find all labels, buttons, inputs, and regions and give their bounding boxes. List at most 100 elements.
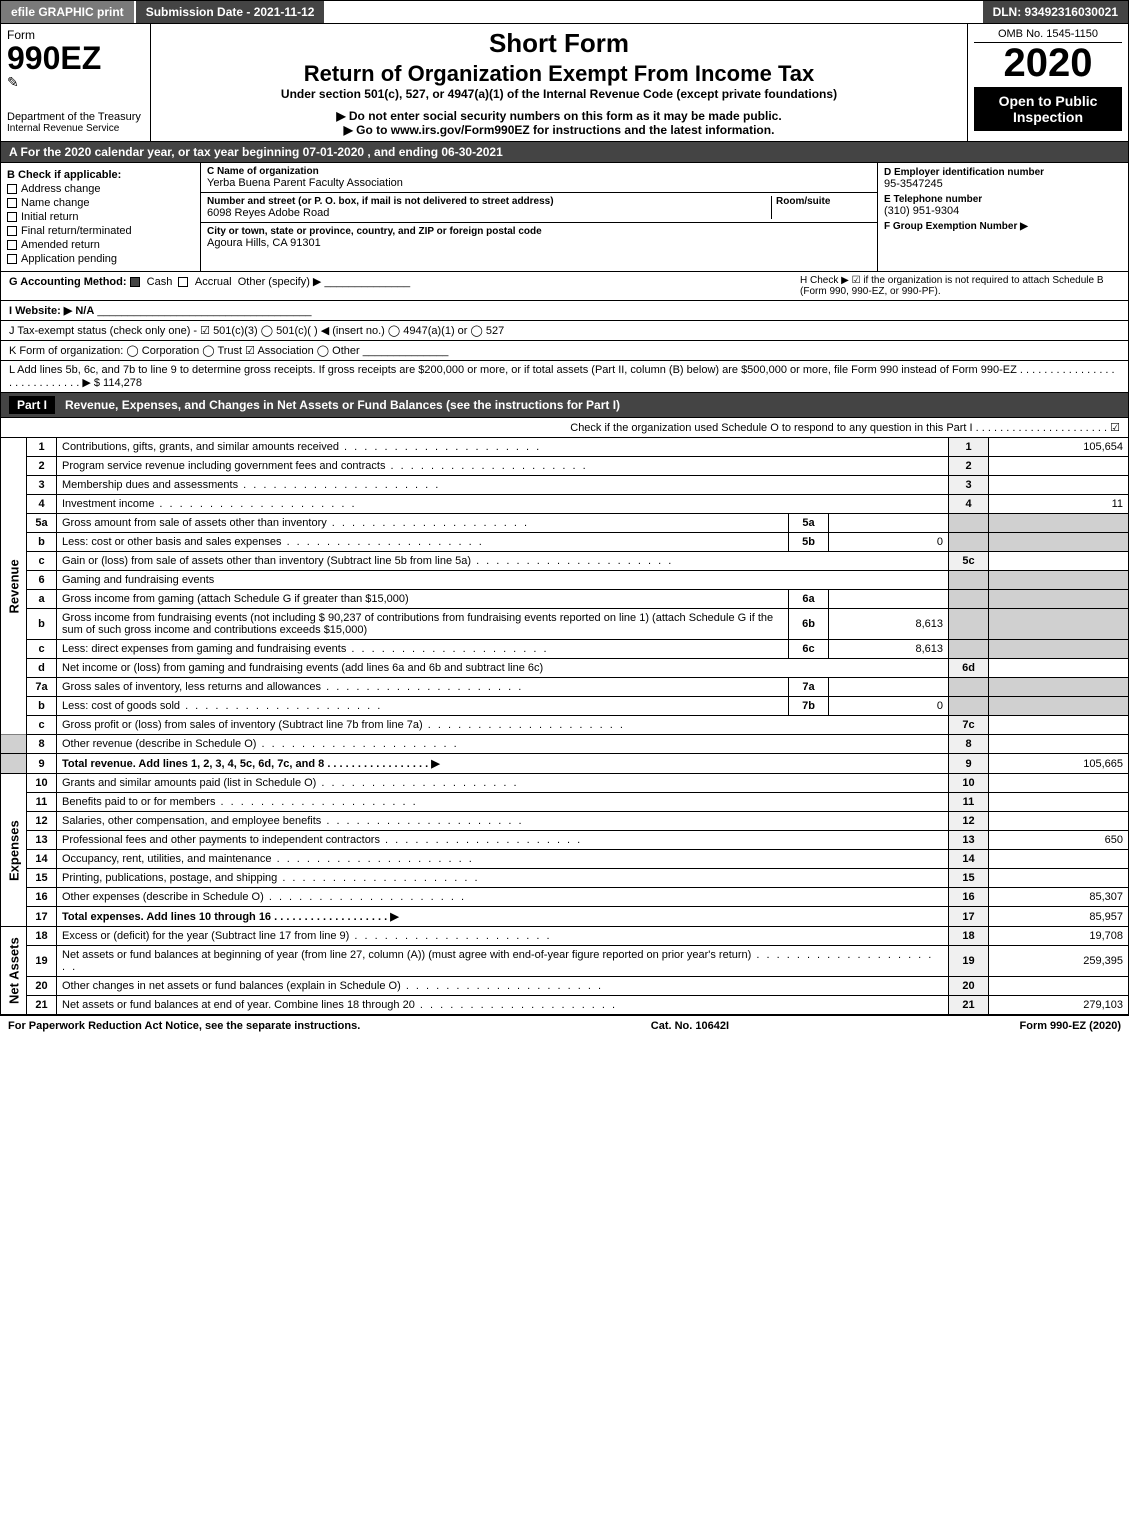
line-6b-desc: Gross income from fundraising events (no… [57, 609, 789, 640]
line-2-num: 2 [27, 457, 57, 476]
d-label: D Employer identification number [884, 167, 1122, 178]
line-6-greybox [949, 571, 989, 590]
line-2-amt [989, 457, 1129, 476]
opt-final-return[interactable]: Final return/terminated [7, 225, 194, 237]
line-6a-sv [829, 590, 949, 609]
line-7c-amt [989, 716, 1129, 735]
line-6b-greybox [949, 609, 989, 640]
i-website: I Website: ▶ N/A _______________________… [0, 301, 1129, 321]
g-h-line: G Accounting Method: Cash Accrual Other … [0, 272, 1129, 301]
line-15-desc: Printing, publications, postage, and shi… [57, 869, 949, 888]
line-14-amt [989, 850, 1129, 869]
line-3-desc: Membership dues and assessments [57, 476, 949, 495]
line-7b-desc: Less: cost of goods sold [57, 697, 789, 716]
line-10-desc: Grants and similar amounts paid (list in… [57, 774, 949, 793]
dept-label: Department of the Treasury [7, 111, 144, 123]
line-6c-num: c [27, 640, 57, 659]
line-20-num: 20 [27, 977, 57, 996]
line-4-desc: Investment income [57, 495, 949, 514]
line-1-desc: Contributions, gifts, grants, and simila… [57, 438, 949, 457]
k-form-org: K Form of organization: ◯ Corporation ◯ … [0, 341, 1129, 361]
opt-amended-return[interactable]: Amended return [7, 239, 194, 251]
line-12-num: 12 [27, 812, 57, 831]
netassets-side-label: Net Assets [1, 927, 27, 1015]
line-15-box: 15 [949, 869, 989, 888]
footer-center: Cat. No. 10642I [651, 1020, 729, 1032]
goto-link[interactable]: ▶ Go to www.irs.gov/Form990EZ for instru… [161, 123, 957, 137]
line-7b-num: b [27, 697, 57, 716]
line-5c-num: c [27, 552, 57, 571]
line-6c-sv: 8,613 [829, 640, 949, 659]
line-7b-sv: 0 [829, 697, 949, 716]
cash-checkbox[interactable] [130, 277, 140, 287]
submission-date-button[interactable]: Submission Date - 2021-11-12 [136, 1, 327, 23]
line-6a-desc: Gross income from gaming (attach Schedul… [57, 590, 789, 609]
line-5b-sv: 0 [829, 533, 949, 552]
line-1-box: 1 [949, 438, 989, 457]
org-city: Agoura Hills, CA 91301 [207, 237, 871, 249]
line-4-amt: 11 [989, 495, 1129, 514]
lines-table: Revenue 1 Contributions, gifts, grants, … [0, 438, 1129, 1015]
line-5a-sub: 5a [789, 514, 829, 533]
line-6-num: 6 [27, 571, 57, 590]
part1-label: Part I [9, 396, 55, 414]
line-17-num: 17 [27, 907, 57, 927]
opt-name-change[interactable]: Name change [7, 197, 194, 209]
line-3-box: 3 [949, 476, 989, 495]
line-21-desc: Net assets or fund balances at end of ye… [57, 996, 949, 1015]
opt-initial-return[interactable]: Initial return [7, 211, 194, 223]
opt-application-pending[interactable]: Application pending [7, 253, 194, 265]
line-8-amt [989, 735, 1129, 754]
line-15-amt [989, 869, 1129, 888]
line-13-box: 13 [949, 831, 989, 850]
line-13-num: 13 [27, 831, 57, 850]
line-12-box: 12 [949, 812, 989, 831]
line-20-amt [989, 977, 1129, 996]
form-header: Form 990EZ ✎ Department of the Treasury … [0, 24, 1129, 142]
line-7a-desc: Gross sales of inventory, less returns a… [57, 678, 789, 697]
dln-label: DLN: 93492316030021 [983, 1, 1128, 23]
room-label: Room/suite [776, 196, 871, 207]
ssn-note: ▶ Do not enter social security numbers o… [161, 109, 957, 123]
line-21-box: 21 [949, 996, 989, 1015]
check-applicable: B Check if applicable: Address change Na… [1, 163, 201, 271]
line-5c-amt [989, 552, 1129, 571]
line-12-amt [989, 812, 1129, 831]
line-5a-greybox [949, 514, 989, 533]
line-15-num: 15 [27, 869, 57, 888]
line-7a-num: 7a [27, 678, 57, 697]
period-bar: A For the 2020 calendar year, or tax yea… [0, 142, 1129, 163]
line-14-num: 14 [27, 850, 57, 869]
line-18-desc: Excess or (deficit) for the year (Subtra… [57, 927, 949, 946]
j-tax-exempt: J Tax-exempt status (check only one) - ☑… [0, 321, 1129, 341]
line-13-amt: 650 [989, 831, 1129, 850]
line-20-box: 20 [949, 977, 989, 996]
efile-print-button[interactable]: efile GRAPHIC print [1, 1, 136, 23]
line-7a-sub: 7a [789, 678, 829, 697]
revenue-side-label: Revenue [1, 438, 27, 735]
e-label: E Telephone number [884, 194, 1122, 205]
phone-value: (310) 951-9304 [884, 205, 1122, 217]
under-section: Under section 501(c), 527, or 4947(a)(1)… [161, 87, 957, 101]
line-9-desc: Total revenue. Add lines 1, 2, 3, 4, 5c,… [57, 754, 949, 774]
line-17-desc: Total expenses. Add lines 10 through 16 … [57, 907, 949, 927]
f-label: F Group Exemption Number ▶ [884, 221, 1122, 232]
line-13-desc: Professional fees and other payments to … [57, 831, 949, 850]
line-7b-greybox [949, 697, 989, 716]
opt-address-change[interactable]: Address change [7, 183, 194, 195]
line-6c-desc: Less: direct expenses from gaming and fu… [57, 640, 789, 659]
expenses-side-label: Expenses [1, 774, 27, 927]
line-16-box: 16 [949, 888, 989, 907]
line-7a-sv [829, 678, 949, 697]
line-5b-sub: 5b [789, 533, 829, 552]
line-10-num: 10 [27, 774, 57, 793]
line-19-num: 19 [27, 946, 57, 977]
line-11-num: 11 [27, 793, 57, 812]
line-18-box: 18 [949, 927, 989, 946]
line-9-amt: 105,665 [989, 754, 1129, 774]
line-6b-num: b [27, 609, 57, 640]
line-6c-sub: 6c [789, 640, 829, 659]
part1-header: Part I Revenue, Expenses, and Changes in… [0, 393, 1129, 418]
line-14-desc: Occupancy, rent, utilities, and maintena… [57, 850, 949, 869]
accrual-checkbox[interactable] [178, 277, 188, 287]
